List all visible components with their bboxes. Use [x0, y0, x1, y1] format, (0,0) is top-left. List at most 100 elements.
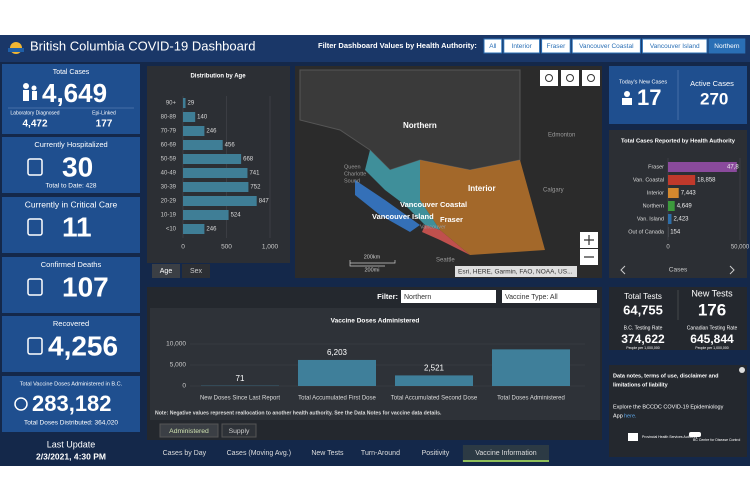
x-tick-label: 500 — [221, 244, 232, 251]
card — [2, 316, 140, 372]
card-value: 11 — [62, 211, 92, 242]
tab-label[interactable]: New Tests — [311, 450, 344, 457]
tab-label[interactable]: Positivity — [422, 450, 450, 457]
logo-text: BC Centre for Disease Control — [693, 438, 740, 442]
bar-value-label: 2,521 — [424, 364, 445, 373]
tab-label[interactable]: Cases by Day — [163, 450, 207, 457]
tab[interactable] — [159, 423, 219, 438]
panel — [147, 66, 290, 263]
map-label: Fraser — [440, 215, 463, 224]
tab[interactable] — [221, 423, 257, 438]
x-tick-label: 50,000 — [731, 245, 750, 251]
filter-button-label[interactable]: Northern — [714, 43, 740, 50]
bar-value-label: 246 — [206, 227, 217, 233]
chart-title: Distribution by Age — [190, 74, 246, 80]
map-tool[interactable] — [582, 70, 600, 86]
card-label: Today's New Cases — [619, 79, 667, 85]
map-label: Charlotte — [344, 171, 366, 177]
y-tick-label: 60-69 — [161, 143, 177, 149]
bar-value-label: 2,423 — [673, 217, 689, 223]
dropdown-value[interactable]: Northern — [404, 294, 431, 301]
logo-text: Provincial Health Services Authority — [642, 435, 697, 439]
rate-value: 645,844 — [690, 332, 734, 346]
dropdown[interactable] — [401, 290, 496, 303]
icon — [624, 91, 630, 97]
filter-button[interactable] — [541, 38, 571, 54]
tab[interactable] — [303, 445, 351, 462]
map-label: Calgary — [543, 188, 564, 194]
bar-value-label: 29 — [188, 101, 195, 107]
x-tick-label: Total Accumulated Second Dose — [391, 396, 478, 402]
scale-label: 200mi — [365, 267, 380, 273]
bar — [668, 175, 696, 185]
filter-button-label[interactable]: Interior — [512, 43, 533, 50]
filter-button[interactable] — [571, 38, 641, 54]
map-label: Northern — [403, 121, 437, 130]
x-tick-label: Total Doses Administered — [497, 396, 565, 402]
card-value: 107 — [62, 271, 109, 302]
update-label: Last Update — [47, 439, 96, 449]
tests-value: 64,755 — [623, 302, 663, 317]
tab-underline — [462, 460, 549, 462]
dropdown[interactable] — [502, 290, 597, 303]
tab[interactable] — [155, 445, 214, 462]
tab[interactable] — [182, 264, 210, 278]
tab-label[interactable]: Supply — [229, 428, 250, 435]
tab-label[interactable]: Age — [160, 268, 173, 275]
filter-button[interactable] — [503, 38, 541, 54]
card-value: 270 — [700, 89, 728, 108]
tab-label[interactable]: Cases (Moving Avg.) — [227, 450, 291, 457]
filter-button[interactable] — [708, 38, 746, 54]
tab[interactable] — [353, 445, 408, 462]
tab-label[interactable]: Sex — [190, 268, 203, 275]
filter-button-label[interactable]: Fraser — [547, 43, 567, 50]
filter-button[interactable] — [483, 38, 503, 54]
tab-label[interactable]: Turn-Around — [361, 450, 400, 457]
y-tick-label: Van. Island — [637, 216, 664, 222]
filter-label: Filter Dashboard Values by Health Author… — [318, 41, 477, 50]
tab[interactable] — [152, 264, 180, 278]
card-label: Currently Hospitalized — [34, 140, 107, 149]
bar — [298, 359, 376, 386]
icon — [31, 85, 37, 91]
dropdown-value[interactable]: Vaccine Type: All — [505, 294, 558, 301]
tab-label[interactable]: Vaccine Information — [475, 450, 536, 457]
tab[interactable] — [409, 445, 461, 462]
link[interactable]: here. — [624, 413, 637, 419]
map-tool[interactable] — [540, 70, 558, 86]
bar-value-label: 6,203 — [327, 348, 348, 357]
y-tick-label: 40-49 — [161, 171, 177, 177]
filter-button[interactable] — [641, 38, 708, 54]
bar-value-label: 524 — [231, 213, 242, 219]
scroll — [739, 367, 745, 373]
card-sub: Total to Date: 428 — [46, 183, 97, 190]
filter-button-label[interactable]: All — [489, 43, 497, 50]
map-label: Vancouver Coastal — [400, 200, 467, 209]
bar-value-label: 47,8 — [727, 165, 739, 171]
card-label: Total Vaccine Doses Administered in B.C. — [20, 381, 123, 387]
chart-title: Total Cases Reported by Health Authority — [621, 139, 736, 145]
card-sub-value: 177 — [96, 119, 113, 130]
bar-value-label: 140 — [197, 115, 208, 121]
x-tick-label: New Doses Since Last Report — [200, 396, 280, 402]
icon — [27, 278, 43, 296]
y-tick-label: 5,000 — [170, 362, 187, 369]
y-tick-label: Interior — [647, 190, 664, 196]
rate-label: B.C. Testing Rate — [624, 325, 663, 331]
attribution: Esri, HERE, Garmin, FAO, NOAA, US... — [458, 269, 573, 276]
map-tool[interactable] — [561, 70, 579, 86]
icon — [27, 218, 43, 236]
icon — [27, 158, 43, 176]
tab[interactable] — [215, 445, 302, 462]
card-label: Recovered — [53, 319, 89, 328]
y-tick-label: 70-79 — [161, 129, 177, 135]
card-label: Active Cases — [690, 79, 734, 88]
map-label: Sound — [344, 178, 360, 184]
tab[interactable] — [462, 445, 549, 462]
notes-line: Data notes, terms of use, disclaimer and — [613, 373, 718, 379]
tab-label[interactable]: Administered — [169, 428, 209, 435]
bar-value-label: 18,858 — [697, 178, 716, 184]
filter-button-label[interactable]: Vancouver Coastal — [579, 43, 634, 50]
filter-button-label[interactable]: Vancouver Island — [650, 43, 700, 50]
card-label: Currently in Critical Care — [25, 199, 118, 209]
